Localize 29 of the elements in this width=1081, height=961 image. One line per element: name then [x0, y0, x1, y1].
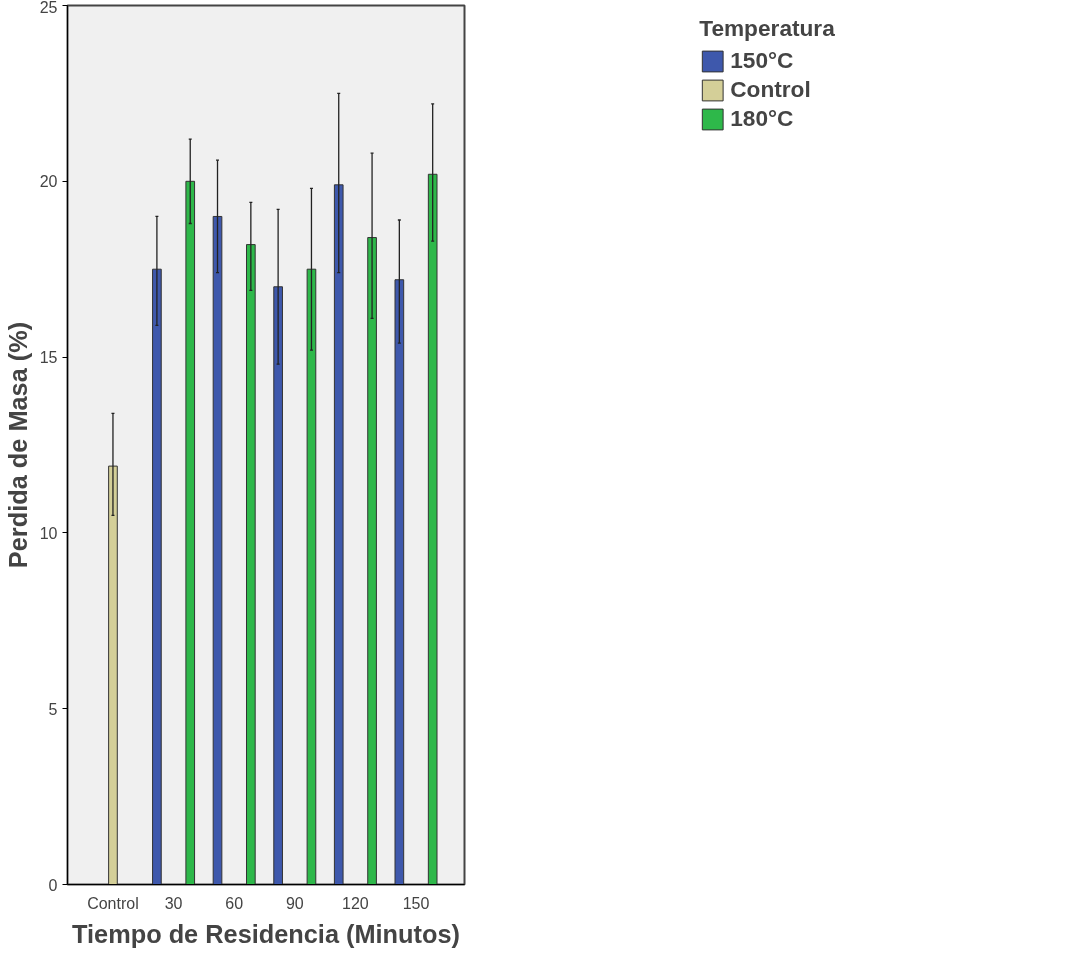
legend-label: Control	[730, 76, 811, 103]
bar	[152, 268, 162, 885]
x-tick-label: 120	[342, 894, 369, 912]
y-tick-label: 5	[48, 700, 58, 718]
x-tick-label: 150	[402, 894, 430, 912]
y-tick-label: 25	[39, 0, 58, 16]
legend-title: Temperatura	[699, 15, 835, 42]
bar	[185, 180, 196, 885]
y-tick-label: 20	[39, 173, 58, 191]
bar	[306, 268, 317, 885]
bar	[246, 244, 256, 885]
x-tick-label: 60	[225, 894, 244, 912]
bar	[212, 215, 223, 885]
bar	[427, 173, 438, 885]
y-tick-label: 10	[39, 524, 58, 542]
x-axis-title: Tiempo de Residencia (Minutos)	[72, 919, 460, 948]
bar	[367, 237, 377, 885]
bar	[394, 279, 405, 885]
bar	[273, 286, 283, 885]
legend-label: 180°C	[730, 105, 794, 132]
legend-label: 150°C	[730, 47, 794, 74]
bar	[333, 184, 344, 885]
y-tick-label: 15	[39, 349, 58, 367]
x-tick-label: 90	[285, 894, 304, 912]
y-axis-title: Perdida de Masa (%)	[3, 321, 32, 569]
x-tick-label: 30	[164, 894, 183, 912]
y-tick-label: 0	[48, 876, 58, 894]
bar	[108, 465, 118, 885]
x-tick-label: Control	[87, 894, 139, 912]
